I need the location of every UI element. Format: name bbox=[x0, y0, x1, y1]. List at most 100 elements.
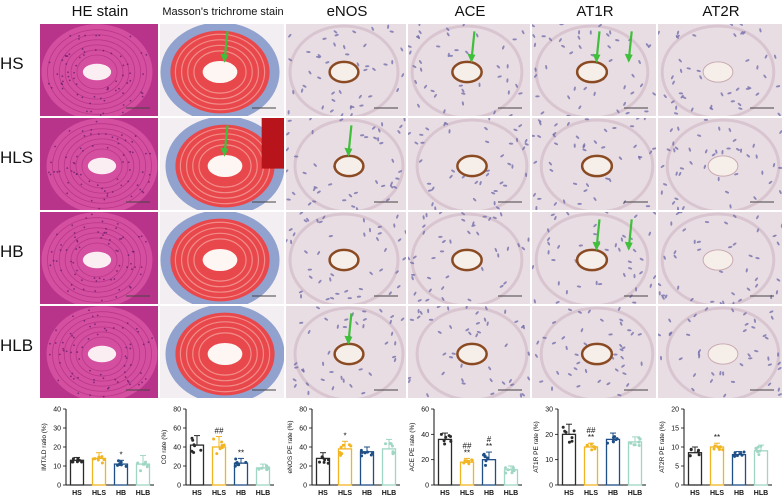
bar-hlb bbox=[753, 450, 769, 486]
bar-hs bbox=[437, 438, 453, 486]
data-point bbox=[117, 459, 120, 463]
data-point bbox=[483, 454, 487, 458]
data-point bbox=[234, 457, 238, 461]
micrograph-at2r-hb bbox=[658, 212, 782, 304]
micrograph-masson-hls bbox=[160, 118, 284, 210]
data-point bbox=[486, 456, 489, 460]
data-point bbox=[96, 458, 100, 462]
data-point bbox=[570, 439, 574, 443]
x-tick-label: HB bbox=[236, 490, 246, 497]
data-point bbox=[463, 459, 467, 463]
bar-chart-5: AT2R PE rate (%) 0 5 10 15 20 HS HLS ** HB HLB bbox=[658, 398, 778, 502]
data-point bbox=[733, 451, 737, 455]
data-point bbox=[80, 460, 84, 464]
data-point bbox=[212, 437, 216, 441]
green-arrow-icon bbox=[344, 125, 353, 157]
data-point bbox=[192, 451, 196, 454]
x-tick-label: HS bbox=[564, 490, 574, 497]
green-arrow-icon bbox=[220, 125, 229, 157]
data-point bbox=[712, 447, 716, 451]
data-point bbox=[754, 448, 758, 452]
data-point bbox=[257, 467, 261, 471]
data-point bbox=[144, 460, 147, 464]
significance-mark: ** bbox=[714, 433, 720, 442]
x-tick-label: HS bbox=[690, 490, 700, 497]
bar-hb bbox=[731, 453, 747, 486]
data-point bbox=[512, 469, 516, 473]
column-header-ace: ACE bbox=[454, 3, 486, 20]
y-axis-label: eNOS PE rate (%) bbox=[287, 420, 294, 473]
micrograph-at1r-hlb bbox=[532, 306, 656, 398]
bar-chart-2: eNOS PE rate (%) 0 20 40 60 80 HS HLS * HB HLB bbox=[286, 398, 406, 502]
data-point bbox=[363, 451, 367, 455]
green-arrow-icon bbox=[344, 313, 353, 345]
bar-hb bbox=[605, 438, 621, 486]
bar-hls bbox=[583, 446, 599, 486]
x-tick-label: HS bbox=[318, 490, 328, 497]
data-point bbox=[119, 463, 123, 467]
data-point bbox=[590, 448, 594, 452]
data-point bbox=[606, 441, 609, 445]
data-point bbox=[366, 450, 369, 454]
data-point bbox=[696, 450, 700, 454]
data-point bbox=[570, 436, 574, 440]
x-tick-label: HLS bbox=[584, 490, 598, 497]
data-point bbox=[100, 461, 104, 465]
micrograph-masson-hb bbox=[160, 212, 284, 304]
y-tick-label: 60 bbox=[421, 407, 429, 414]
row-label-hb: HB bbox=[0, 242, 24, 261]
data-point bbox=[71, 457, 75, 461]
data-point bbox=[338, 451, 342, 454]
data-point bbox=[371, 451, 374, 455]
data-point bbox=[589, 442, 593, 446]
micrograph-ace-hls bbox=[408, 118, 530, 210]
micrograph-he-hs bbox=[40, 24, 158, 116]
data-point bbox=[233, 464, 237, 468]
x-tick-label: HLS bbox=[460, 490, 474, 497]
data-point bbox=[390, 444, 394, 448]
significance-mark: ** bbox=[588, 433, 594, 442]
data-point bbox=[585, 443, 589, 447]
data-point bbox=[629, 441, 633, 445]
data-point bbox=[97, 455, 101, 459]
data-point bbox=[689, 447, 693, 451]
y-tick-label: 20 bbox=[545, 432, 553, 439]
x-tick-label: HLB bbox=[136, 490, 150, 497]
data-point bbox=[449, 435, 452, 438]
bar-chart-0: IMT/LD ratio (%) 0 10 20 30 40 HS HLS HB * HLB bbox=[40, 398, 160, 502]
y-axis-label: AT1R PE rate (%) bbox=[533, 421, 540, 473]
data-point bbox=[326, 461, 330, 465]
data-point bbox=[632, 443, 636, 447]
y-tick-label: 10 bbox=[545, 457, 553, 464]
x-tick-label: HLS bbox=[92, 490, 106, 497]
x-tick-label: HS bbox=[72, 490, 82, 497]
y-tick-label: 60 bbox=[299, 426, 307, 433]
y-axis-label: AT2R PE rate (%) bbox=[659, 421, 666, 473]
data-point bbox=[470, 458, 474, 462]
data-point bbox=[322, 460, 326, 464]
data-point bbox=[718, 448, 721, 451]
x-tick-label: HLS bbox=[212, 490, 226, 497]
y-tick-label: 10 bbox=[671, 445, 679, 452]
micrograph-masson-hlb bbox=[160, 306, 284, 398]
bar-hs bbox=[189, 444, 205, 486]
y-tick-label: 15 bbox=[671, 426, 679, 433]
data-point bbox=[145, 465, 149, 469]
row-label-hlb: HLB bbox=[0, 336, 34, 355]
data-point bbox=[688, 454, 692, 458]
micrograph-enos-hlb bbox=[286, 306, 406, 398]
data-point bbox=[567, 440, 571, 444]
bar-hlb bbox=[627, 441, 643, 486]
data-point bbox=[572, 429, 576, 433]
micrograph-enos-hb bbox=[286, 212, 406, 304]
green-arrow-icon bbox=[624, 31, 633, 63]
data-point bbox=[341, 443, 345, 447]
data-point bbox=[117, 463, 121, 467]
y-tick-label: 20 bbox=[299, 464, 307, 471]
significance-mark: * bbox=[119, 450, 122, 459]
x-tick-label: HS bbox=[440, 490, 450, 497]
data-point bbox=[70, 460, 74, 464]
data-point bbox=[759, 444, 763, 448]
row-label-hs: HS bbox=[0, 54, 24, 73]
data-point bbox=[360, 451, 364, 454]
